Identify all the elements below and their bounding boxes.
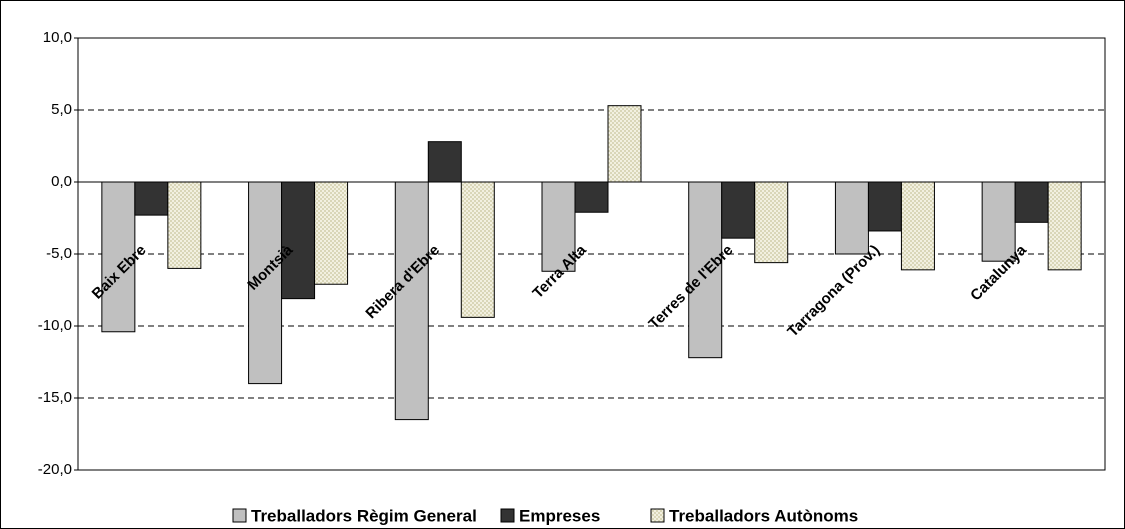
y-tick-label: 10,0 [43,29,72,46]
bar [834,181,869,255]
bar [460,181,495,318]
bar [134,181,169,216]
y-tick-label: 5,0 [51,101,72,118]
bar [754,181,789,264]
y-tick-label: -10,0 [38,317,72,334]
bar [1047,181,1082,271]
y-tick-label: -5,0 [46,245,72,262]
legend-swatch [232,508,247,523]
bar [900,181,935,271]
bar [427,141,462,183]
bar [394,181,429,421]
legend-label: Treballadors Autònoms [669,506,858,525]
bar [314,181,349,285]
bar [541,181,576,272]
y-tick-label: -20,0 [38,461,72,478]
bar [1014,181,1049,223]
bar [248,181,283,385]
bar [607,105,642,183]
bar [167,181,202,269]
legend-label: Treballadors Règim General [251,506,477,525]
y-tick-label: -15,0 [38,389,72,406]
bar [867,181,902,232]
y-tick-label: 0,0 [51,173,72,190]
bar [688,181,723,359]
bar [574,181,609,213]
bar [721,181,756,239]
legend-swatch [650,508,665,523]
legend-label: Empreses [519,506,600,525]
bar [981,181,1016,262]
bar [281,181,316,300]
legend-swatch [500,508,515,523]
